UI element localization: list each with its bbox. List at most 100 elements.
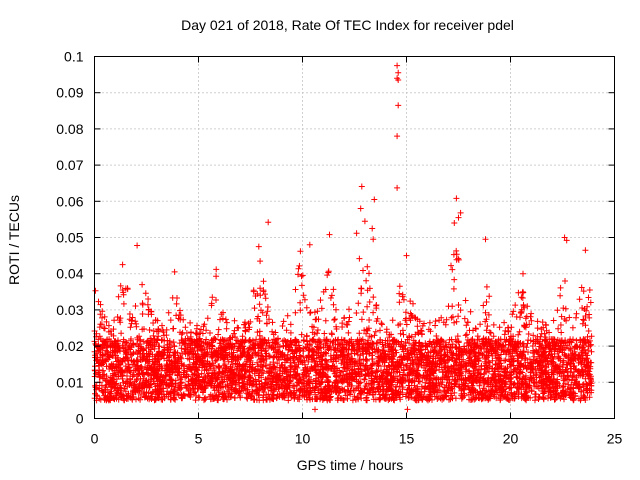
data-points (91, 62, 595, 413)
data-point (386, 331, 393, 338)
data-point (298, 359, 305, 365)
data-point (505, 341, 512, 348)
data-point (177, 316, 184, 323)
data-point (400, 296, 407, 303)
data-point (121, 385, 128, 392)
data-point (264, 368, 270, 375)
data-point (532, 365, 539, 372)
data-point (174, 372, 181, 379)
data-point (515, 289, 522, 296)
data-point (284, 338, 291, 345)
data-point (242, 324, 249, 331)
data-point (465, 385, 472, 392)
data-point (118, 392, 125, 399)
data-point (221, 356, 228, 363)
data-point (432, 318, 439, 325)
data-point (554, 369, 561, 376)
data-point (243, 394, 250, 401)
data-point (140, 346, 147, 353)
data-point (489, 388, 496, 395)
data-point (467, 308, 474, 315)
data-point (567, 390, 574, 397)
data-point (272, 381, 279, 388)
data-point (96, 333, 103, 340)
data-point (349, 397, 356, 404)
data-point (256, 356, 263, 363)
data-point (522, 315, 529, 322)
data-point (207, 330, 213, 336)
data-point (127, 375, 134, 382)
data-point (247, 318, 254, 325)
data-point (366, 270, 372, 277)
data-point (451, 276, 458, 283)
data-point (463, 322, 470, 329)
data-point (403, 389, 410, 396)
data-point (580, 336, 587, 343)
data-point (528, 387, 535, 394)
data-point (250, 287, 257, 294)
data-point (96, 385, 103, 392)
data-point (355, 300, 362, 307)
data-point (124, 392, 131, 399)
data-point (279, 323, 286, 329)
data-point (564, 372, 571, 379)
data-point (488, 389, 495, 396)
data-point (317, 297, 324, 304)
data-point (136, 350, 143, 357)
data-point (222, 316, 229, 323)
data-point (111, 317, 118, 324)
data-point (470, 392, 477, 399)
data-point (357, 352, 364, 359)
data-point (439, 368, 446, 375)
data-point (476, 350, 483, 357)
data-point (566, 376, 572, 383)
data-point (307, 310, 313, 316)
data-point (207, 365, 214, 372)
data-point (363, 356, 370, 363)
data-point (359, 348, 366, 355)
data-point (419, 331, 425, 338)
data-point (192, 389, 199, 395)
data-point (518, 310, 525, 317)
data-point (363, 381, 370, 387)
data-point (407, 298, 414, 305)
data-point (349, 366, 356, 373)
data-point (521, 304, 528, 311)
data-point (150, 320, 157, 326)
data-point (299, 380, 306, 387)
data-point (222, 337, 229, 344)
data-point (421, 320, 427, 327)
data-point (146, 327, 153, 333)
data-point (235, 365, 241, 372)
data-point (159, 351, 166, 358)
data-point (96, 324, 103, 331)
data-point (139, 356, 145, 363)
data-point (408, 333, 415, 340)
data-point (361, 376, 368, 383)
data-point (254, 359, 261, 366)
data-point (223, 343, 230, 350)
data-point (144, 301, 151, 308)
data-point (287, 378, 294, 384)
data-point (585, 328, 592, 334)
data-point (480, 302, 487, 309)
data-point (515, 331, 522, 338)
data-point (187, 319, 194, 326)
data-point (224, 388, 231, 395)
data-point (261, 336, 268, 343)
data-point (126, 311, 133, 317)
data-point (415, 330, 422, 337)
data-point (396, 290, 403, 297)
data-point (264, 339, 270, 346)
data-point (483, 327, 490, 334)
data-point (203, 350, 210, 357)
data-point (364, 287, 371, 294)
data-point (286, 382, 293, 389)
data-point (584, 303, 591, 310)
data-point (183, 384, 190, 391)
data-point (100, 325, 107, 332)
data-point (558, 329, 565, 336)
data-point (254, 290, 261, 297)
data-point (215, 363, 222, 370)
data-point (409, 357, 416, 364)
